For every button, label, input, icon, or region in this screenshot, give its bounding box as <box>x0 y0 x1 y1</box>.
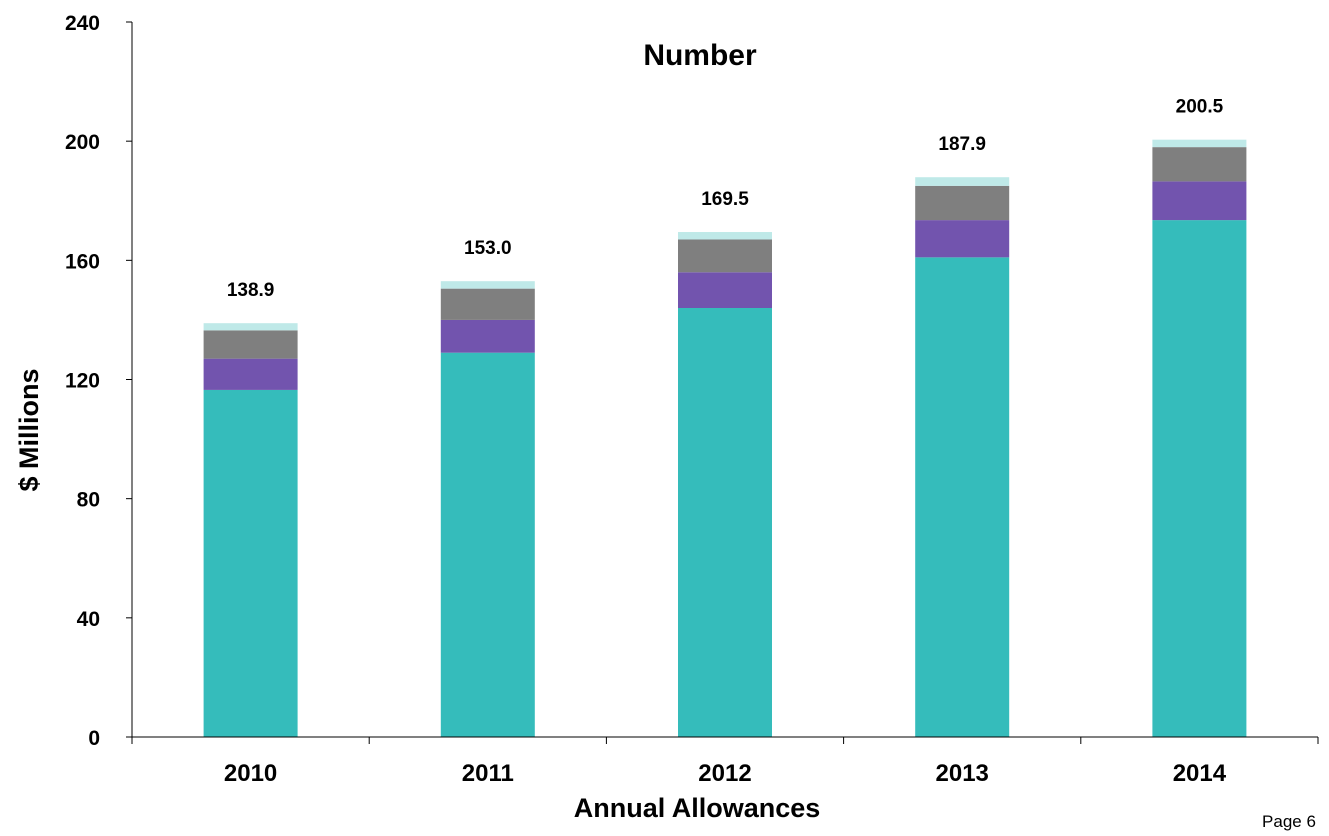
total-label: 187.9 <box>938 134 986 155</box>
x-tick-label: 2011 <box>462 760 514 787</box>
bars-layer <box>203 139 1247 738</box>
bar-segment-2014-s1 <box>1152 220 1247 738</box>
x-tick-label: 2012 <box>698 760 751 787</box>
total-label: 200.5 <box>1176 97 1224 118</box>
total-label: 138.9 <box>227 280 275 301</box>
bar-segment-2011-s4 <box>440 281 535 289</box>
x-tick-label: 2010 <box>224 760 277 787</box>
bar-segment-2014-s4 <box>1152 139 1247 148</box>
bar-segment-2010-s4 <box>203 323 298 331</box>
bar-segment-2011-s2 <box>440 319 535 353</box>
y-ticks: 0 40 80 120 160 200 240 <box>65 12 132 750</box>
total-labels: 138.9 153.0 169.5 187.9 200.5 <box>227 97 1224 302</box>
y-tick-label: 80 <box>77 489 100 512</box>
bar-segment-2013-s1 <box>915 257 1010 737</box>
bar-segment-2011-s3 <box>440 288 535 320</box>
x-axis-title: Annual Allowances <box>574 793 821 823</box>
y-axis-title: $ Millions <box>14 368 44 491</box>
x-tick-label: 2014 <box>1173 760 1227 787</box>
bar-segment-2013-s3 <box>915 185 1010 221</box>
bar-segment-2013-s2 <box>915 220 1010 258</box>
x-tick-label: 2013 <box>936 760 989 787</box>
y-tick-label: 240 <box>65 12 100 35</box>
y-tick-label: 40 <box>77 608 100 631</box>
total-label: 153.0 <box>464 238 512 259</box>
bar-segment-2010-s3 <box>203 330 298 359</box>
x-ticks: 2010 2011 2012 2013 2014 <box>131 737 1319 787</box>
bar-segment-2014-s3 <box>1152 147 1247 182</box>
bar-segment-2012-s4 <box>678 232 772 240</box>
bar-segment-2012-s2 <box>678 272 772 308</box>
y-tick-label: 200 <box>65 131 100 154</box>
page-number: Page 6 <box>1262 812 1316 831</box>
bar-segment-2010-s2 <box>203 358 298 390</box>
bar-segment-2010-s1 <box>203 389 298 737</box>
y-tick-label: 0 <box>88 727 100 750</box>
bar-segment-2012-s3 <box>678 239 772 273</box>
total-label: 169.5 <box>701 189 749 210</box>
bar-segment-2014-s2 <box>1152 181 1247 221</box>
bar-segment-2011-s1 <box>440 352 535 737</box>
y-tick-label: 160 <box>65 250 100 273</box>
bar-segment-2012-s1 <box>678 308 772 737</box>
y-tick-label: 120 <box>65 370 100 393</box>
bar-segment-2013-s4 <box>915 177 1010 186</box>
chart-title: Number <box>643 39 757 72</box>
